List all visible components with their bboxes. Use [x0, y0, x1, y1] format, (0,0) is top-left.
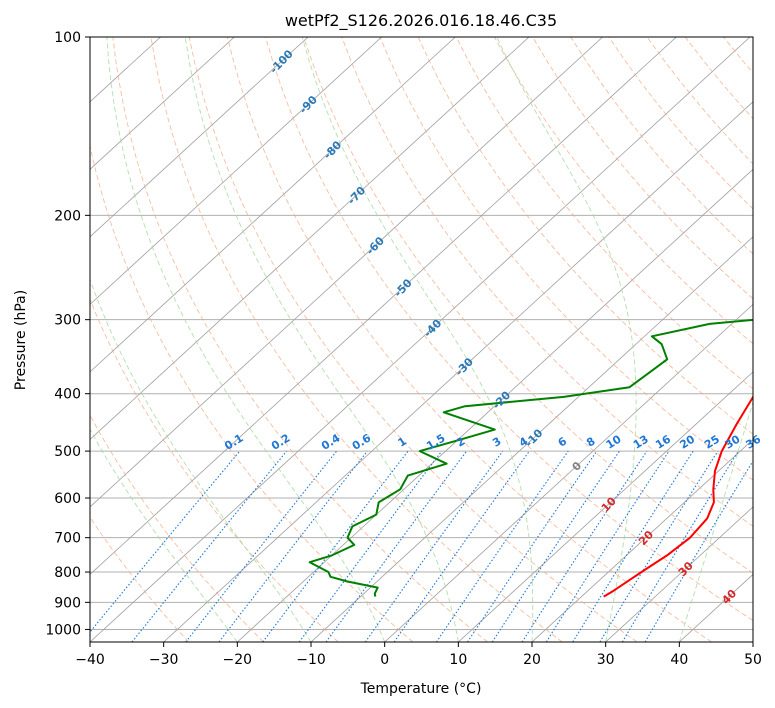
y-tick-label: 100 — [54, 30, 81, 46]
dry-adiabat-line — [455, 37, 753, 390]
dry-adiabat-line — [188, 37, 638, 642]
x-tick-label: 40 — [670, 652, 688, 668]
dry-adiabat-line — [341, 37, 753, 527]
mixing-ratio-line — [545, 450, 670, 642]
mixing-ratio-line — [644, 459, 753, 642]
mixing-ratio-line — [599, 450, 719, 642]
isotherm-line — [90, 37, 235, 170]
mixing-ratio-line — [364, 450, 504, 642]
dry-adiabat-line — [150, 37, 563, 642]
mixing-ratio-line — [131, 450, 288, 642]
moist-adiabat-line — [90, 428, 238, 642]
axis-ticks: −40 −30 −20 −10 0 10 20 30 40 50 100 200 300 400 500 60… — [45, 30, 762, 668]
mixing-ratio-line — [185, 450, 338, 642]
y-axis-label: Pressure (hPa) — [13, 290, 29, 390]
dry-adiabat-line — [90, 516, 190, 642]
mixing-ratio-line — [572, 450, 694, 642]
y-tick-label: 800 — [54, 565, 81, 581]
x-tick-label: −40 — [75, 652, 105, 668]
y-tick-label: 900 — [54, 595, 81, 611]
isotherm-line — [90, 37, 309, 238]
chart-title: wetPf2_S126.2026.016.18.46.C35 — [285, 11, 557, 31]
isotherm-line — [90, 37, 751, 642]
mixing-ratio-line — [262, 450, 409, 642]
isotherm-line — [90, 37, 382, 305]
mixing-ratio-line — [467, 450, 598, 642]
y-tick-label: 1000 — [45, 622, 81, 638]
dry-adiabat-line — [90, 414, 264, 642]
mixing-ratio-line — [325, 450, 468, 642]
mixing-ratio-line — [521, 450, 648, 642]
y-tick-label: 400 — [54, 387, 81, 403]
dry-adiabat-line — [265, 37, 753, 622]
dry-adiabat-line — [532, 37, 753, 300]
y-tick-label: 500 — [54, 444, 81, 460]
background-lines — [90, 37, 753, 642]
dry-adiabat-line — [112, 37, 488, 642]
isotherm-line — [384, 303, 753, 642]
x-tick-label: 0 — [380, 652, 389, 668]
y-tick-label: 700 — [54, 531, 81, 547]
isotherm-line — [90, 37, 456, 373]
moist-adiabat-line — [678, 400, 753, 642]
plot-frame — [89, 36, 754, 643]
isotherm-line — [237, 168, 753, 642]
x-axis-label: Temperature (°C) — [360, 681, 482, 697]
moist-adiabat-line — [184, 37, 459, 642]
moist-adiabat-line — [301, 37, 534, 642]
dewpoint-profile-line — [308, 318, 753, 597]
mixing-ratio-line — [435, 450, 569, 642]
mixing-ratio-line — [218, 450, 368, 642]
dry-adiabat-line — [379, 37, 753, 481]
x-tick-label: 10 — [449, 652, 467, 668]
x-tick-label: 30 — [597, 652, 615, 668]
dry-adiabat-line — [90, 144, 414, 642]
isotherm-line — [458, 371, 753, 642]
mixing-ratio-line — [491, 450, 620, 642]
x-tick-label: 20 — [523, 652, 541, 668]
isotherm-line — [531, 438, 753, 642]
y-tick-label: 200 — [54, 208, 81, 224]
dry-adiabat-line — [226, 37, 712, 642]
x-tick-label: −10 — [296, 652, 326, 668]
isotherm-line — [605, 506, 753, 642]
x-tick-label: 50 — [744, 652, 762, 668]
isotherm-line — [90, 37, 603, 508]
isotherm-line — [90, 37, 530, 440]
temperature-profile-line — [603, 395, 753, 598]
mixing-ratio-line — [393, 450, 530, 642]
profile-series — [308, 318, 753, 598]
mixing-ratio-line — [298, 450, 443, 642]
y-tick-label: 600 — [54, 491, 81, 507]
isotherm-line — [90, 37, 677, 576]
isotherm-line — [163, 101, 753, 642]
x-tick-label: −30 — [149, 652, 179, 668]
plot-area — [90, 37, 753, 642]
moist-adiabat-line — [90, 278, 312, 642]
x-tick-label: −20 — [223, 652, 253, 668]
moist-adiabat-line — [496, 37, 637, 642]
y-tick-label: 300 — [54, 313, 81, 329]
dry-adiabat-line — [303, 37, 753, 574]
mixing-ratio-line — [621, 450, 739, 642]
